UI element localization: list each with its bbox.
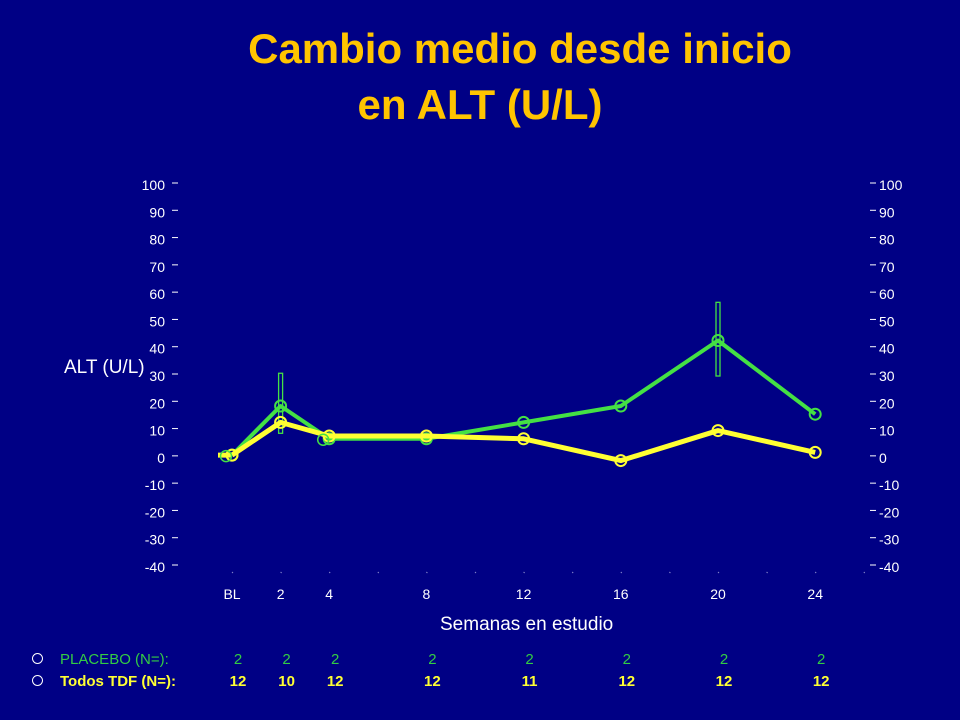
data-point-tdf <box>419 429 433 443</box>
y-tick-label-left: 40 <box>149 341 165 357</box>
tdf-marker-icon <box>32 675 43 686</box>
y-tick-label-left: 10 <box>149 423 165 439</box>
y-tick-label-right: -20 <box>879 504 899 520</box>
y-tick-label-left: 60 <box>149 286 165 302</box>
x-minor-tick <box>766 571 768 574</box>
n-count: 2 <box>282 651 291 668</box>
x-tick-label: BL <box>223 586 240 602</box>
n-count: 12 <box>326 673 344 690</box>
data-point-tdf <box>808 445 822 459</box>
y-tick-label-left: -20 <box>145 504 165 520</box>
data-point-placebo <box>517 415 531 429</box>
x-minor-tick <box>863 571 866 574</box>
x-tick-label: 4 <box>325 586 333 602</box>
y-tick-label-left: -30 <box>145 532 165 548</box>
n-count: 2 <box>428 651 437 668</box>
chart-title-line-1: Cambio medio desde inicio <box>248 25 792 72</box>
y-tick-label-left: 20 <box>149 395 165 411</box>
y-tick-label-right: 70 <box>879 259 895 275</box>
placebo-n-label: PLACEBO (N=): <box>60 651 169 668</box>
series-line-placebo <box>230 338 817 457</box>
y-tick-label-left: 100 <box>142 177 166 193</box>
y-tick-label-right: -30 <box>879 532 899 548</box>
y-tick-label-right: 50 <box>879 313 895 329</box>
y-tick-label-left: 50 <box>149 313 165 329</box>
placebo-marker-icon <box>32 653 43 664</box>
n-count: 12 <box>715 673 733 690</box>
x-minor-tick <box>717 571 720 574</box>
tdf-n-label: Todos TDF (N=): <box>60 673 176 690</box>
y-tick-label-right: 100 <box>879 177 903 193</box>
n-count: 12 <box>229 673 247 690</box>
y-axis-label: ALT (U/L) <box>64 357 145 378</box>
data-point-tdf <box>322 429 336 443</box>
y-tick-label-right: 40 <box>879 341 895 357</box>
y-tick-label-right: 30 <box>879 368 895 384</box>
x-tick-label: 16 <box>613 586 629 602</box>
x-tick-label: 2 <box>277 586 285 602</box>
y-tick-label-right: 60 <box>879 286 895 302</box>
chart-title-line-2: en ALT (U/L) <box>357 81 603 128</box>
n-count: 12 <box>812 673 830 690</box>
error-bar <box>277 372 284 434</box>
y-tick-label-right: 90 <box>879 204 895 220</box>
y-tick-label-left: 70 <box>149 259 165 275</box>
y-tick-label-right: 80 <box>879 232 895 248</box>
n-count: 2 <box>525 651 534 668</box>
x-tick-label: 12 <box>516 586 532 602</box>
x-minor-tick <box>426 571 428 574</box>
y-tick-label-left: -40 <box>145 559 165 575</box>
data-point-tdf <box>711 424 725 438</box>
x-minor-tick <box>231 571 234 574</box>
y-tick-label-right: 20 <box>879 395 895 411</box>
y-tick-label-left: -10 <box>145 477 165 493</box>
x-minor-tick <box>280 571 282 574</box>
y-tick-label-right: 0 <box>879 450 887 466</box>
data-point-placebo <box>274 399 288 413</box>
data-point-tdf <box>614 454 628 468</box>
series-line-tdf <box>230 419 816 464</box>
x-minor-tick <box>669 571 671 574</box>
x-minor-tick <box>328 571 331 574</box>
n-count: 12 <box>618 673 636 690</box>
y-tick-label-left: 30 <box>149 368 165 384</box>
y-tick-label-left: 80 <box>149 232 165 248</box>
x-minor-tick <box>814 571 817 574</box>
n-count: 2 <box>233 651 243 668</box>
y-tick-label-left: 0 <box>157 450 165 466</box>
x-axis-label: Semanas en estudio <box>440 614 614 635</box>
n-count: 12 <box>424 673 441 690</box>
data-point-placebo <box>614 399 628 413</box>
n-count: 10 <box>278 673 295 690</box>
n-count: 2 <box>719 651 729 668</box>
data-point-tdf <box>274 415 288 429</box>
data-point-placebo <box>711 334 725 348</box>
n-count: 2 <box>331 651 340 668</box>
x-minor-tick <box>523 571 525 574</box>
x-minor-tick <box>474 571 477 574</box>
y-tick-label-right: -10 <box>879 477 899 493</box>
data-point-tdf <box>225 448 239 462</box>
n-count: 2 <box>622 651 631 668</box>
x-tick-label: 24 <box>807 586 823 602</box>
n-count: 2 <box>817 651 826 668</box>
x-minor-tick <box>571 571 574 574</box>
data-point-placebo-offset <box>219 449 233 463</box>
error-bar <box>715 301 721 377</box>
data-point-placebo-offset <box>316 433 330 447</box>
x-minor-tick <box>620 571 623 574</box>
data-point-placebo <box>808 407 822 421</box>
x-tick-label: 20 <box>710 586 726 602</box>
y-tick-label-right: 10 <box>879 423 895 439</box>
data-point-tdf <box>517 432 531 446</box>
x-minor-tick <box>377 571 380 574</box>
x-tick-label: 8 <box>423 586 431 602</box>
y-tick-label-left: 90 <box>149 204 165 220</box>
y-tick-label-right: -40 <box>879 559 899 575</box>
n-count: 11 <box>521 673 538 690</box>
